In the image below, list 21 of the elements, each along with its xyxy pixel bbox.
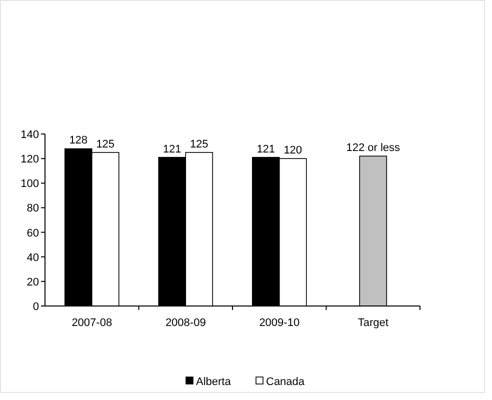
data-label: 120 <box>284 144 302 157</box>
x-tick-label: 2007-08 <box>72 317 112 329</box>
data-label: 125 <box>96 138 115 150</box>
data-label: 121 <box>256 143 276 156</box>
y-tick-label: 100 <box>20 178 39 190</box>
data-label: 128 <box>69 134 88 147</box>
x-tick-label: 2009-10 <box>259 317 300 329</box>
x-tick-label: Target <box>358 317 388 329</box>
y-tick-label: 40 <box>26 252 39 264</box>
y-tick-label: 140 <box>20 129 39 141</box>
data-label: 125 <box>190 138 208 150</box>
legend-label: Canada <box>266 376 306 388</box>
legend-label: Alberta <box>196 376 232 388</box>
data-label: 122 or less <box>346 142 401 154</box>
y-tick-label: 80 <box>26 202 39 215</box>
data-label: 121 <box>162 143 182 156</box>
y-tick-label: 0 <box>32 301 39 313</box>
x-tick-label: 2008-09 <box>165 317 206 329</box>
y-tick-label: 20 <box>26 276 39 288</box>
y-tick-label: 120 <box>20 154 39 166</box>
y-tick-label: 60 <box>26 227 39 240</box>
